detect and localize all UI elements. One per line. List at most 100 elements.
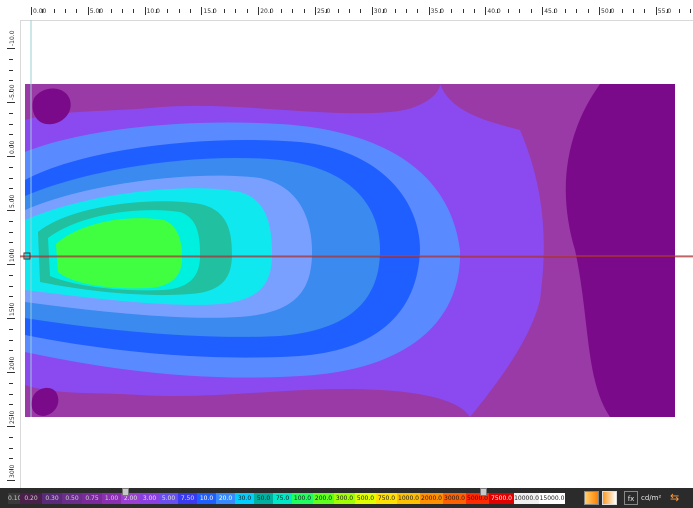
color-scale-step[interactable]: 750.0: [376, 493, 397, 504]
ruler-tick: [496, 9, 498, 13]
ruler-tick: [485, 7, 487, 15]
ruler-label: 40.0: [487, 8, 501, 15]
ruler-tick: [315, 7, 316, 15]
scale-range-thumb[interactable]: [122, 488, 129, 496]
ruler-tick: [9, 220, 13, 222]
color-scale-step[interactable]: 5000.0: [466, 493, 489, 504]
ruler-label: 25.0: [317, 8, 331, 15]
ruler-tick: [9, 350, 13, 352]
ruler-label: 10.0: [9, 248, 16, 262]
ruler-tick: [9, 361, 13, 363]
ruler-label: 5.00: [89, 8, 104, 15]
ruler-tick: [9, 69, 13, 71]
function-button[interactable]: fx: [624, 491, 638, 505]
ruler-tick: [246, 9, 248, 13]
ruler-label: 30.0: [9, 464, 16, 478]
ruler-tick: [394, 9, 396, 13]
ruler-tick: [201, 7, 203, 15]
color-scale-step[interactable]: 3.00: [140, 493, 159, 504]
scale-range-thumb[interactable]: [480, 488, 487, 496]
color-scale-step[interactable]: 7500.0: [489, 493, 514, 504]
color-scale-step[interactable]: 0.20: [20, 493, 42, 504]
corner-spot-top: [32, 88, 71, 125]
color-scale-step[interactable]: 300.0: [334, 493, 355, 504]
ruler-tick: [144, 7, 146, 15]
color-scale-step[interactable]: 100.0: [292, 493, 313, 504]
color-scale-step[interactable]: 7.50: [178, 493, 197, 504]
gradient-mode-button[interactable]: [584, 491, 599, 505]
ruler-tick: [9, 231, 13, 233]
ruler-label: 15.0: [203, 8, 217, 15]
guide-intersection-handle[interactable]: [23, 252, 31, 260]
ruler-tick: [269, 9, 271, 13]
ruler-tick: [121, 9, 123, 13]
ruler-tick: [542, 7, 544, 15]
ruler-tick: [655, 7, 657, 15]
ruler-label: 35.0: [430, 8, 444, 15]
ruler-tick: [280, 9, 282, 13]
ruler-tick: [9, 469, 13, 471]
contour-band-2c: [25, 385, 470, 417]
ruler-label: 10.0: [146, 8, 160, 15]
ruler-tick: [9, 166, 13, 168]
ruler-tick: [474, 9, 476, 13]
ruler-label: 0.00: [9, 140, 16, 154]
color-scale-step[interactable]: 2000.0: [420, 493, 443, 504]
ruler-label: 45.0: [544, 8, 558, 15]
color-scale-step[interactable]: 30.0: [235, 493, 254, 504]
color-scale-step[interactable]: 200.0: [313, 493, 334, 504]
ruler-tick: [303, 9, 305, 13]
color-scale-step[interactable]: 10000.0: [514, 493, 539, 504]
ruler-tick: [7, 48, 15, 49]
ruler-tick: [610, 9, 612, 13]
color-scale-step[interactable]: 1000.0: [397, 493, 420, 504]
ruler-tick: [451, 9, 453, 13]
ruler-tick: [9, 404, 13, 406]
color-scale-step[interactable]: 5.00: [159, 493, 178, 504]
ruler-tick: [9, 188, 13, 190]
ruler-label: 5.00: [9, 194, 16, 208]
color-scale-step[interactable]: 0.30: [42, 493, 62, 504]
ruler-tick: [9, 382, 13, 384]
ruler-tick: [7, 210, 15, 211]
color-scale-step[interactable]: 10.0: [197, 493, 216, 504]
color-scale-step[interactable]: 20.0: [216, 493, 235, 504]
color-scale-step[interactable]: 1.00: [102, 493, 121, 504]
ruler-tick: [224, 9, 226, 13]
ruler-tick: [9, 199, 13, 201]
color-scale-step[interactable]: 2.00: [121, 493, 140, 504]
ruler-tick: [462, 9, 464, 13]
color-scale-step[interactable]: 75.0: [273, 493, 292, 504]
color-scale-step[interactable]: 0.75: [82, 493, 102, 504]
color-scale-toolbar: 0.10 0.20 0.30 0.50 0.75 1.00 2.00 3.00 5.00 7.50…: [0, 488, 693, 508]
color-scale-step[interactable]: 3000.0: [443, 493, 466, 504]
ruler-tick: [9, 328, 13, 330]
ruler-tick: [110, 9, 112, 13]
color-scale-step[interactable]: 15000.0: [539, 493, 565, 504]
ruler-tick: [667, 9, 669, 13]
ruler-tick: [9, 91, 13, 93]
ruler-tick: [9, 134, 13, 136]
ruler-label: -5.00: [9, 84, 16, 100]
swap-scale-icon[interactable]: ⇆: [670, 491, 680, 504]
ruler-tick: [9, 296, 13, 298]
stepped-mode-button[interactable]: [602, 491, 617, 505]
color-scale-step[interactable]: 0.10: [8, 493, 20, 504]
ruler-tick: [87, 7, 89, 15]
ruler-label: 20.0: [260, 8, 274, 15]
ruler-tick: [576, 9, 578, 13]
ruler-tick: [530, 9, 532, 13]
ruler-tick: [553, 9, 555, 13]
color-scale-step[interactable]: 0.50: [62, 493, 82, 504]
color-scale-step[interactable]: 50.0: [254, 493, 273, 504]
ruler-tick: [65, 9, 67, 13]
ruler-tick: [7, 318, 15, 319]
ruler-tick: [7, 102, 15, 103]
ruler-tick: [9, 458, 13, 460]
ruler-label: -10.0: [9, 30, 16, 46]
vertical-ruler: -10.0 -5.00 0.00 5.00 10.0 15.0 20.0 25.0 30.0: [0, 20, 21, 488]
ruler-tick: [383, 9, 385, 13]
color-scale-step[interactable]: 500.0: [355, 493, 376, 504]
corner-spot-bottom: [31, 387, 59, 416]
contour-band-10: [56, 218, 182, 289]
